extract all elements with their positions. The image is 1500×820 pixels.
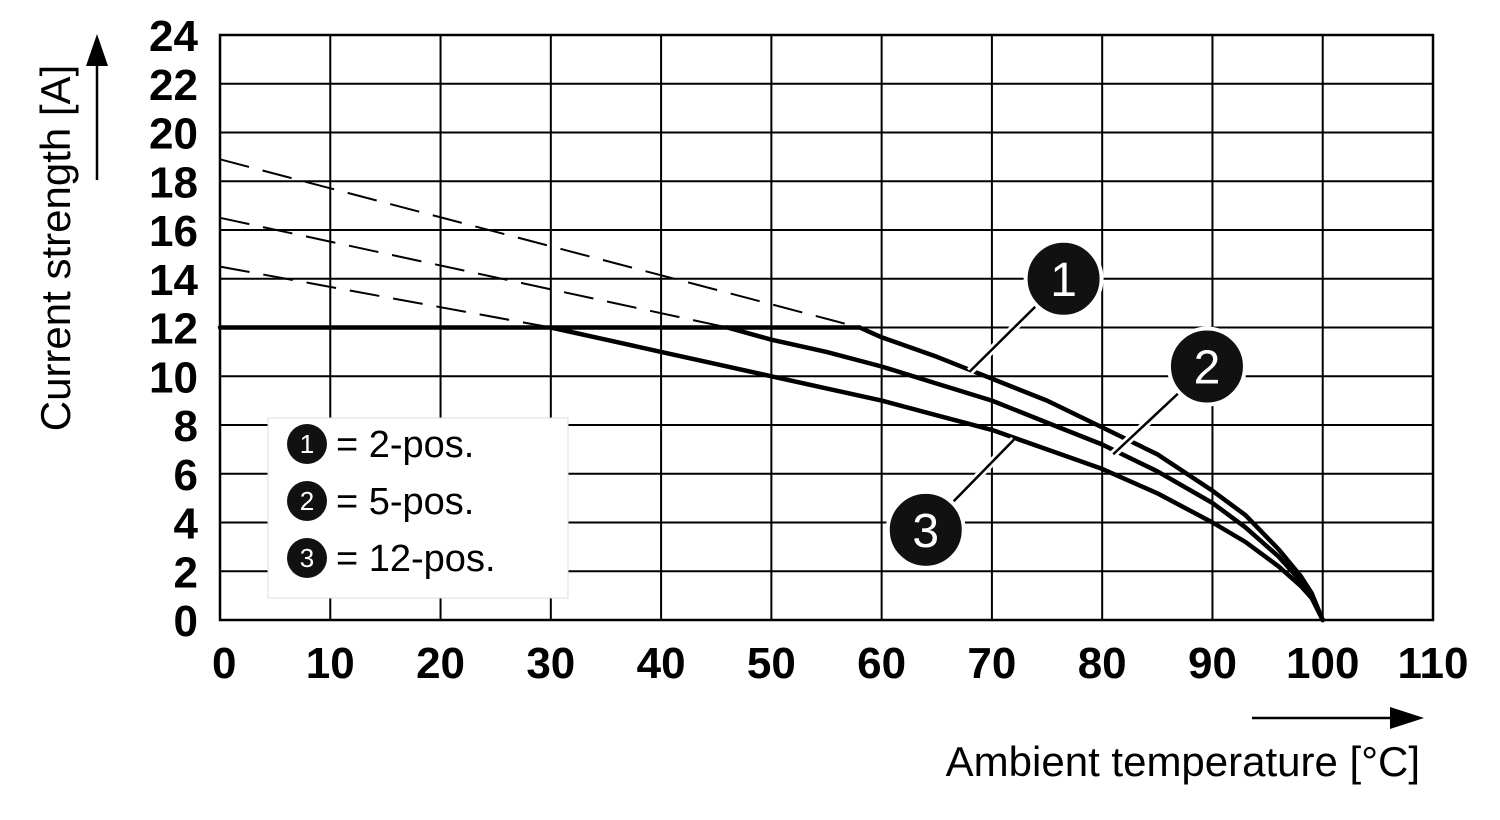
series-2-line: [725, 325, 1325, 623]
y-tick-label: 6: [174, 451, 198, 500]
legend-marker: [287, 481, 327, 521]
x-tick-label: 100: [1286, 639, 1359, 688]
y-tick-label: 18: [149, 158, 198, 207]
x-tick-label: 10: [306, 639, 355, 688]
callout-number: 1: [1050, 254, 1077, 307]
y-tick-label: 2: [174, 548, 198, 597]
x-axis-label: Ambient temperature [°C]: [946, 738, 1420, 785]
x-tick-label: 60: [857, 639, 906, 688]
y-tick-label: 10: [149, 353, 198, 402]
y-axis-arrow: [86, 34, 108, 180]
y-tick-label: 16: [149, 207, 198, 256]
y-tick-label: 4: [174, 500, 199, 549]
series-1-extrapolated: [219, 158, 860, 329]
callout-marker: [1166, 326, 1247, 407]
legend-marker-number: 3: [300, 543, 314, 573]
legend-marker: [287, 538, 327, 578]
y-tick-label: 24: [149, 12, 198, 61]
series-3-line: [548, 325, 1325, 623]
x-tick-label: 110: [1398, 639, 1469, 688]
grid: [218, 33, 1435, 622]
x-tick-label: 50: [747, 639, 796, 688]
callout-marker: [1023, 238, 1104, 319]
legend-label: = 5-pos.: [336, 481, 474, 523]
y-tick-label: 20: [149, 110, 198, 159]
y-tick-label: 22: [149, 61, 198, 110]
callout-number: 2: [1194, 342, 1221, 395]
extrapolated-lines: [219, 158, 860, 329]
legend-marker-number: 2: [300, 486, 314, 516]
series-3-extrapolated: [219, 265, 551, 329]
y-tick-label: 8: [174, 402, 198, 451]
y-tick-label: 12: [149, 305, 198, 354]
legend-label: = 12-pos.: [336, 538, 496, 580]
x-tick-label: 40: [637, 639, 686, 688]
y-tick-label: 0: [174, 597, 198, 646]
x-tick-label: 30: [526, 639, 575, 688]
x-axis-arrow: [1252, 707, 1424, 729]
y-axis-label: Current strength [A]: [32, 65, 79, 432]
callout-marker: [885, 489, 966, 570]
legend-marker-number: 1: [300, 429, 314, 459]
callouts: 1 2 3: [885, 238, 1247, 570]
x-tick-label: 90: [1188, 639, 1237, 688]
legend: 1 = 2-pos. 2 = 5-pos. 3 = 12-pos.: [267, 417, 569, 599]
x-tick-label: 80: [1078, 639, 1127, 688]
series-1-line: [857, 325, 1325, 623]
callout-number: 3: [912, 505, 939, 558]
x-tick-label: 20: [416, 639, 465, 688]
legend-marker: [287, 424, 327, 464]
series-lines: [217, 325, 1325, 623]
x-tick-label: 0: [212, 639, 236, 688]
x-tick-label: 70: [967, 639, 1016, 688]
legend-label: = 2-pos.: [336, 424, 474, 466]
y-tick-label: 14: [149, 256, 198, 305]
